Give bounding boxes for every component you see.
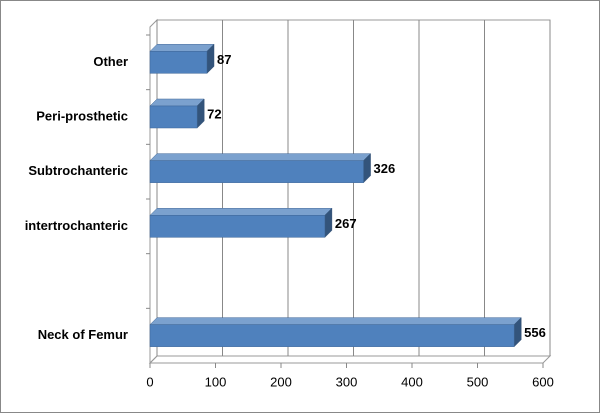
bar-top bbox=[149, 317, 522, 325]
y-tick-label: Other bbox=[93, 54, 128, 69]
bar-top bbox=[149, 153, 372, 161]
x-tick-label: 400 bbox=[401, 374, 423, 389]
value-label: 72 bbox=[207, 106, 221, 121]
bar bbox=[149, 51, 208, 74]
value-label: 267 bbox=[335, 216, 357, 231]
x-tick-label: 0 bbox=[146, 374, 153, 389]
bar bbox=[149, 160, 364, 183]
y-tick-label: intertrochanteric bbox=[25, 218, 128, 233]
value-label: 326 bbox=[374, 161, 396, 176]
value-label: 87 bbox=[217, 52, 231, 67]
bar-top bbox=[149, 44, 215, 52]
y-tick-label: Neck of Femur bbox=[38, 327, 128, 342]
bar bbox=[149, 324, 515, 347]
y-tick-label: Subtrochanteric bbox=[28, 163, 128, 178]
x-tick-label: 600 bbox=[532, 374, 554, 389]
y-tick-label: Peri-prosthetic bbox=[36, 108, 128, 123]
x-tick-label: 300 bbox=[336, 374, 358, 389]
bar bbox=[149, 215, 326, 238]
x-tick-label: 200 bbox=[270, 374, 292, 389]
bar-top bbox=[149, 98, 205, 107]
bar-top bbox=[149, 208, 333, 216]
bar bbox=[149, 105, 198, 129]
x-tick-label: 100 bbox=[205, 374, 227, 389]
x-tick-label: 500 bbox=[467, 374, 489, 389]
value-label: 556 bbox=[524, 325, 546, 340]
